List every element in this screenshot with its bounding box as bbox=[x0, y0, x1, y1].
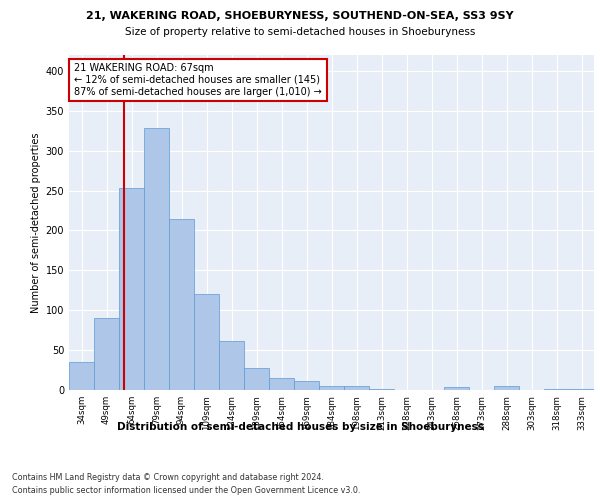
Y-axis label: Number of semi-detached properties: Number of semi-detached properties bbox=[31, 132, 41, 313]
Bar bbox=[294, 381, 319, 390]
Bar bbox=[69, 362, 94, 390]
Bar bbox=[144, 128, 169, 390]
Bar bbox=[269, 378, 294, 390]
Bar bbox=[369, 389, 394, 390]
Text: Distribution of semi-detached houses by size in Shoeburyness: Distribution of semi-detached houses by … bbox=[116, 422, 484, 432]
Bar bbox=[544, 389, 569, 390]
Text: 21 WAKERING ROAD: 67sqm
← 12% of semi-detached houses are smaller (145)
87% of s: 21 WAKERING ROAD: 67sqm ← 12% of semi-de… bbox=[74, 64, 322, 96]
Bar bbox=[244, 368, 269, 390]
Bar bbox=[444, 387, 469, 390]
Text: Contains HM Land Registry data © Crown copyright and database right 2024.: Contains HM Land Registry data © Crown c… bbox=[12, 472, 324, 482]
Text: 21, WAKERING ROAD, SHOEBURYNESS, SOUTHEND-ON-SEA, SS3 9SY: 21, WAKERING ROAD, SHOEBURYNESS, SOUTHEN… bbox=[86, 11, 514, 21]
Bar bbox=[169, 218, 194, 390]
Bar bbox=[194, 294, 219, 390]
Bar bbox=[94, 318, 119, 390]
Bar bbox=[219, 340, 244, 390]
Bar bbox=[319, 386, 344, 390]
Text: Size of property relative to semi-detached houses in Shoeburyness: Size of property relative to semi-detach… bbox=[125, 27, 475, 37]
Bar bbox=[569, 389, 594, 390]
Bar bbox=[494, 386, 519, 390]
Text: Contains public sector information licensed under the Open Government Licence v3: Contains public sector information licen… bbox=[12, 486, 361, 495]
Bar bbox=[119, 188, 144, 390]
Bar bbox=[344, 386, 369, 390]
